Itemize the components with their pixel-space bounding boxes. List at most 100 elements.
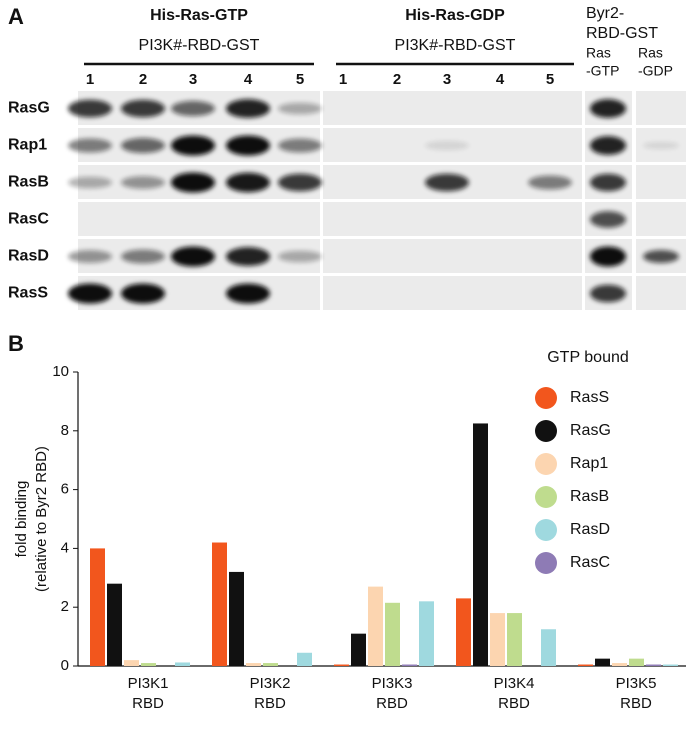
x-tick-label: PI3K5 RBD bbox=[615, 675, 657, 712]
control-lane: Ras bbox=[586, 45, 611, 61]
bar bbox=[629, 658, 644, 666]
row-label: RasS bbox=[8, 285, 48, 302]
blot-band bbox=[278, 250, 322, 263]
x-tick-label: PI3K4 RBD bbox=[493, 675, 535, 712]
legend-swatch bbox=[535, 387, 557, 409]
lane-number: 3 bbox=[443, 71, 451, 88]
bar bbox=[124, 660, 139, 666]
blot-band bbox=[121, 99, 165, 118]
panel-label: A bbox=[8, 4, 24, 29]
group-title: His-Ras-GDP bbox=[405, 7, 505, 24]
legend-label: Rap1 bbox=[570, 455, 608, 472]
bar bbox=[368, 586, 383, 666]
blot-band bbox=[68, 250, 112, 263]
y-axis-label: fold binding (relative to Byr2 RBD) bbox=[13, 446, 50, 592]
y-axis-label-line: fold binding bbox=[13, 481, 30, 558]
lane-number: 1 bbox=[86, 71, 94, 88]
legend-label: RasC bbox=[570, 554, 610, 571]
panel-label: B bbox=[8, 331, 24, 356]
row-label: RasD bbox=[8, 248, 49, 265]
lane-number: 2 bbox=[393, 71, 401, 88]
blot-band bbox=[121, 176, 165, 189]
legend-label: RasG bbox=[570, 422, 611, 439]
bar bbox=[490, 613, 505, 666]
control-lane: -GDP bbox=[638, 63, 673, 79]
blot-strip bbox=[323, 276, 582, 310]
bar bbox=[541, 629, 556, 666]
blot-band bbox=[68, 283, 112, 304]
blot-band bbox=[590, 211, 626, 228]
bar bbox=[141, 663, 156, 666]
legend-swatch bbox=[535, 486, 557, 508]
bar bbox=[334, 664, 349, 666]
blot-band bbox=[226, 283, 270, 304]
bar bbox=[246, 663, 261, 666]
blot-band bbox=[226, 99, 270, 118]
bar bbox=[351, 633, 366, 666]
bar bbox=[175, 662, 190, 666]
x-tick-label: PI3K1 RBD bbox=[127, 675, 169, 712]
legend-label: RasB bbox=[570, 488, 609, 505]
bar bbox=[612, 663, 627, 666]
bar bbox=[229, 571, 244, 666]
bar bbox=[402, 664, 417, 666]
y-tick-label: 2 bbox=[61, 598, 69, 615]
bar bbox=[297, 652, 312, 666]
bar bbox=[578, 664, 593, 666]
blot-strip bbox=[323, 91, 582, 125]
bar bbox=[646, 664, 661, 666]
blot-band bbox=[590, 173, 626, 192]
legend-swatch bbox=[535, 552, 557, 574]
y-tick-label: 6 bbox=[61, 481, 69, 498]
legend-swatch bbox=[535, 420, 557, 442]
bar bbox=[385, 602, 400, 666]
bar bbox=[595, 658, 610, 666]
bar bbox=[419, 601, 434, 666]
lane-number: 1 bbox=[339, 71, 347, 88]
row-label: Rap1 bbox=[8, 137, 47, 154]
blot-band bbox=[278, 173, 322, 192]
lane-number: 5 bbox=[546, 71, 554, 88]
blot-band bbox=[528, 175, 572, 190]
row-label: RasB bbox=[8, 174, 49, 191]
lane-number: 4 bbox=[496, 71, 505, 88]
y-tick-label: 4 bbox=[61, 539, 69, 556]
blot-band bbox=[590, 136, 626, 155]
blot-band bbox=[121, 283, 165, 304]
blot-band bbox=[171, 100, 215, 117]
row-label: RasC bbox=[8, 211, 49, 228]
blot-strip bbox=[636, 91, 686, 125]
group-subtitle: PI3K#-RBD-GST bbox=[139, 37, 260, 54]
lane-number: 2 bbox=[139, 71, 147, 88]
group-subtitle: PI3K#-RBD-GST bbox=[395, 37, 516, 54]
lane-number: 3 bbox=[189, 71, 197, 88]
blot-band bbox=[590, 246, 626, 267]
blot-band bbox=[171, 135, 215, 156]
blot-band bbox=[425, 173, 469, 192]
blot-band bbox=[590, 99, 626, 118]
blot-strip bbox=[636, 165, 686, 199]
blot-band bbox=[226, 135, 270, 156]
blot-strip bbox=[78, 202, 320, 236]
blot-band bbox=[171, 246, 215, 267]
blot-strip bbox=[78, 276, 320, 310]
blot-band bbox=[226, 247, 270, 266]
x-tick-label: PI3K2 RBD bbox=[249, 675, 291, 712]
y-axis-label-line: (relative to Byr2 RBD) bbox=[33, 446, 50, 592]
legend-title: GTP bound bbox=[547, 349, 629, 366]
blot-band bbox=[278, 138, 322, 153]
blot-strip bbox=[636, 276, 686, 310]
blot-strip bbox=[636, 202, 686, 236]
x-tick-label: PI3K3 RBD bbox=[371, 675, 413, 712]
blot-band bbox=[425, 140, 469, 151]
blot-band bbox=[643, 250, 679, 263]
bar bbox=[473, 423, 488, 666]
bar bbox=[663, 664, 678, 666]
blot-band bbox=[590, 284, 626, 303]
row-label: RasG bbox=[8, 100, 50, 117]
control-lane: Ras bbox=[638, 45, 663, 61]
y-tick-label: 10 bbox=[52, 363, 69, 380]
blot-band bbox=[68, 138, 112, 153]
